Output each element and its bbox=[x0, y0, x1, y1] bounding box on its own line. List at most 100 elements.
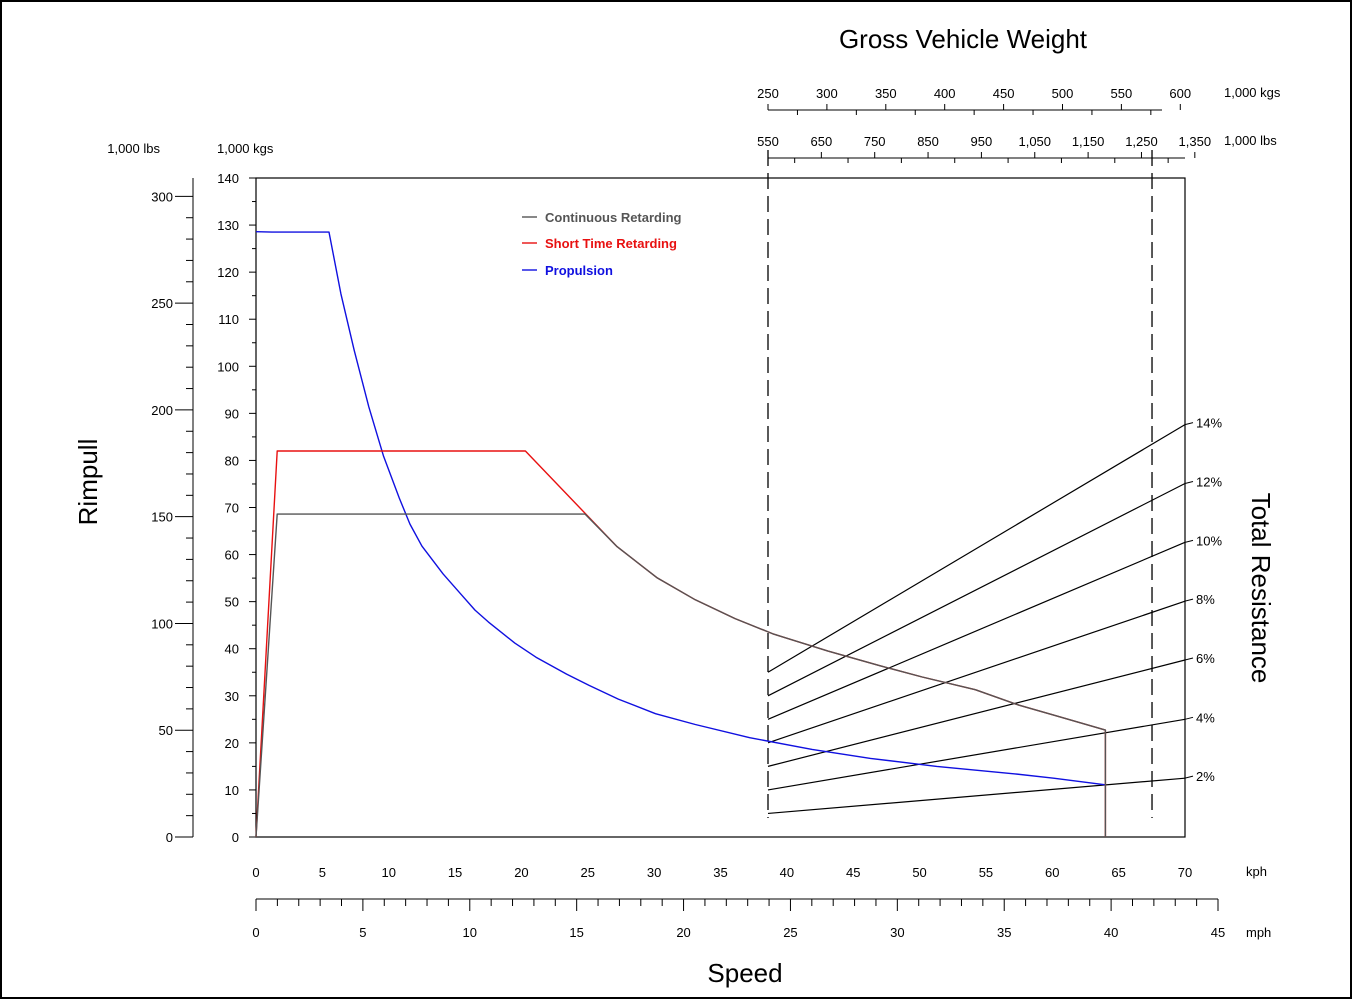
kgs-axis-tick-label: 30 bbox=[225, 689, 239, 704]
gvw-lbs-unit-label: 1,000 lbs bbox=[1224, 133, 1277, 148]
kph-axis-tick-label: 40 bbox=[780, 865, 794, 880]
kph-axis-tick-label: 65 bbox=[1111, 865, 1125, 880]
mph-axis-tick-label: 15 bbox=[569, 925, 583, 940]
mph-axis-tick-label: 35 bbox=[997, 925, 1011, 940]
rimpull-axis-title: Rimpull bbox=[73, 439, 103, 526]
grade-label: 14% bbox=[1196, 416, 1222, 431]
kgs-axis-tick-label: 40 bbox=[225, 642, 239, 657]
gvw-lbs-axis-tick-label: 950 bbox=[971, 134, 993, 149]
lbs-axis-tick-label: 50 bbox=[159, 723, 173, 738]
legend-label: Propulsion bbox=[545, 263, 613, 278]
gvw-kgs-axis-tick-label: 400 bbox=[934, 86, 956, 101]
kgs-axis-tick-label: 90 bbox=[225, 406, 239, 421]
gvw-lbs-axis-tick-label: 850 bbox=[917, 134, 939, 149]
kph-axis-tick-label: 5 bbox=[319, 865, 326, 880]
gvw-kgs-axis-tick-label: 350 bbox=[875, 86, 897, 101]
gvw-lbs-axis-tick-label: 1,250 bbox=[1125, 134, 1158, 149]
gvw-title: Gross Vehicle Weight bbox=[839, 24, 1088, 54]
grade-resistance-line bbox=[767, 424, 1186, 673]
kgs-axis-tick-label: 100 bbox=[217, 359, 239, 374]
kph-axis-tick-label: 0 bbox=[252, 865, 259, 880]
speed-axis-title: Speed bbox=[707, 958, 782, 988]
kgs-axis-tick-label: 70 bbox=[225, 501, 239, 516]
kgs-axis-tick-label: 0 bbox=[232, 830, 239, 845]
grade-resistance-line bbox=[767, 482, 1186, 697]
kph-axis-tick-label: 30 bbox=[647, 865, 661, 880]
mph-axis-tick-label: 10 bbox=[463, 925, 477, 940]
kph-axis-tick-label: 70 bbox=[1178, 865, 1192, 880]
propulsion-line bbox=[255, 231, 1106, 786]
gvw-kgs-axis-tick-label: 450 bbox=[993, 86, 1015, 101]
grade-label: 12% bbox=[1196, 474, 1222, 489]
lbs-axis-tick-label: 300 bbox=[151, 189, 173, 204]
grade-label-leader bbox=[1184, 598, 1194, 602]
grade-label-leader bbox=[1184, 657, 1194, 661]
kph-unit-label: kph bbox=[1246, 864, 1267, 879]
lbs-axis-tick-label: 100 bbox=[151, 616, 173, 631]
kph-axis-tick-label: 45 bbox=[846, 865, 860, 880]
kgs-axis-tick-label: 60 bbox=[225, 548, 239, 563]
legend: Continuous Retarding Short Time Retarding… bbox=[522, 210, 682, 278]
kph-axis-tick-label: 10 bbox=[381, 865, 395, 880]
mph-axis-tick-label: 5 bbox=[359, 925, 366, 940]
kgs-unit-label: 1,000 kgs bbox=[217, 141, 274, 156]
gvw-lbs-axis-tick-label: 1,150 bbox=[1072, 134, 1105, 149]
legend-label: Continuous Retarding bbox=[545, 210, 682, 225]
grade-label: 10% bbox=[1196, 533, 1222, 548]
grade-label: 8% bbox=[1196, 592, 1215, 607]
kph-axis-tick-label: 25 bbox=[581, 865, 595, 880]
total-resistance-axis-title: Total Resistance bbox=[1246, 493, 1276, 684]
legend-label: Short Time Retarding bbox=[545, 236, 677, 251]
lbs-axis-tick-label: 250 bbox=[151, 296, 173, 311]
kgs-axis-tick-label: 120 bbox=[217, 265, 239, 280]
gvw-kgs-axis-tick-label: 500 bbox=[1052, 86, 1074, 101]
grade-label-leader bbox=[1184, 422, 1194, 426]
grade-resistance-line bbox=[767, 659, 1186, 767]
kgs-axis-tick-label: 110 bbox=[218, 312, 239, 327]
mph-axis-tick-label: 30 bbox=[890, 925, 904, 940]
series-lines bbox=[255, 231, 1107, 838]
mph-axis-tick-label: 25 bbox=[783, 925, 797, 940]
grade-resistance-line bbox=[767, 541, 1186, 720]
kgs-axis-tick-label: 140 bbox=[217, 171, 239, 186]
lbs-axis-tick-label: 0 bbox=[166, 830, 173, 845]
grade-label: 4% bbox=[1196, 710, 1215, 725]
gvw-kgs-axis-tick-label: 550 bbox=[1111, 86, 1133, 101]
mph-axis-tick-label: 45 bbox=[1211, 925, 1225, 940]
grade-label-leader bbox=[1184, 481, 1194, 484]
grade-resistance-line bbox=[767, 777, 1186, 815]
continuous-retarding-line bbox=[255, 513, 1107, 838]
kph-axis-tick-label: 55 bbox=[979, 865, 993, 880]
kph-axis-tick-label: 50 bbox=[912, 865, 926, 880]
gvw-lbs-axis-tick-label: 550 bbox=[757, 134, 779, 149]
kph-axis-tick-label: 15 bbox=[448, 865, 462, 880]
kgs-axis-tick-label: 80 bbox=[225, 453, 239, 468]
grade-label: 2% bbox=[1196, 769, 1215, 784]
grade-label-leader bbox=[1184, 539, 1194, 543]
grade-label-leader bbox=[1184, 716, 1194, 720]
gvw-lbs-axis-tick-label: 750 bbox=[864, 134, 886, 149]
kgs-axis-tick-label: 50 bbox=[225, 595, 239, 610]
kph-axis-tick-label: 35 bbox=[713, 865, 727, 880]
mph-axis-tick-label: 20 bbox=[676, 925, 690, 940]
kgs-axis-tick-label: 10 bbox=[225, 783, 239, 798]
gvw-lbs-axis-tick-label: 650 bbox=[811, 134, 833, 149]
gvw-kgs-axis-tick-label: 250 bbox=[757, 86, 779, 101]
grade-label-leader bbox=[1184, 775, 1194, 779]
axes-layer: 0102030405060708090100110120130140050100… bbox=[151, 86, 1225, 940]
gvw-lbs-axis-tick-label: 1,350 bbox=[1179, 134, 1212, 149]
lbs-axis-tick-label: 150 bbox=[151, 510, 173, 525]
resistance-lines: 2% 4% 6% 8% 10% 12% 14% bbox=[767, 416, 1222, 815]
grade-label: 6% bbox=[1196, 651, 1215, 666]
grade-resistance-line bbox=[767, 718, 1186, 791]
mph-axis-tick-label: 40 bbox=[1104, 925, 1118, 940]
kph-axis-tick-label: 60 bbox=[1045, 865, 1059, 880]
lbs-unit-label: 1,000 lbs bbox=[107, 141, 160, 156]
kgs-axis-tick-label: 20 bbox=[225, 736, 239, 751]
gvw-kgs-unit-label: 1,000 kgs bbox=[1224, 85, 1281, 100]
lbs-axis-tick-label: 200 bbox=[151, 403, 173, 418]
kph-axis-tick-label: 20 bbox=[514, 865, 528, 880]
